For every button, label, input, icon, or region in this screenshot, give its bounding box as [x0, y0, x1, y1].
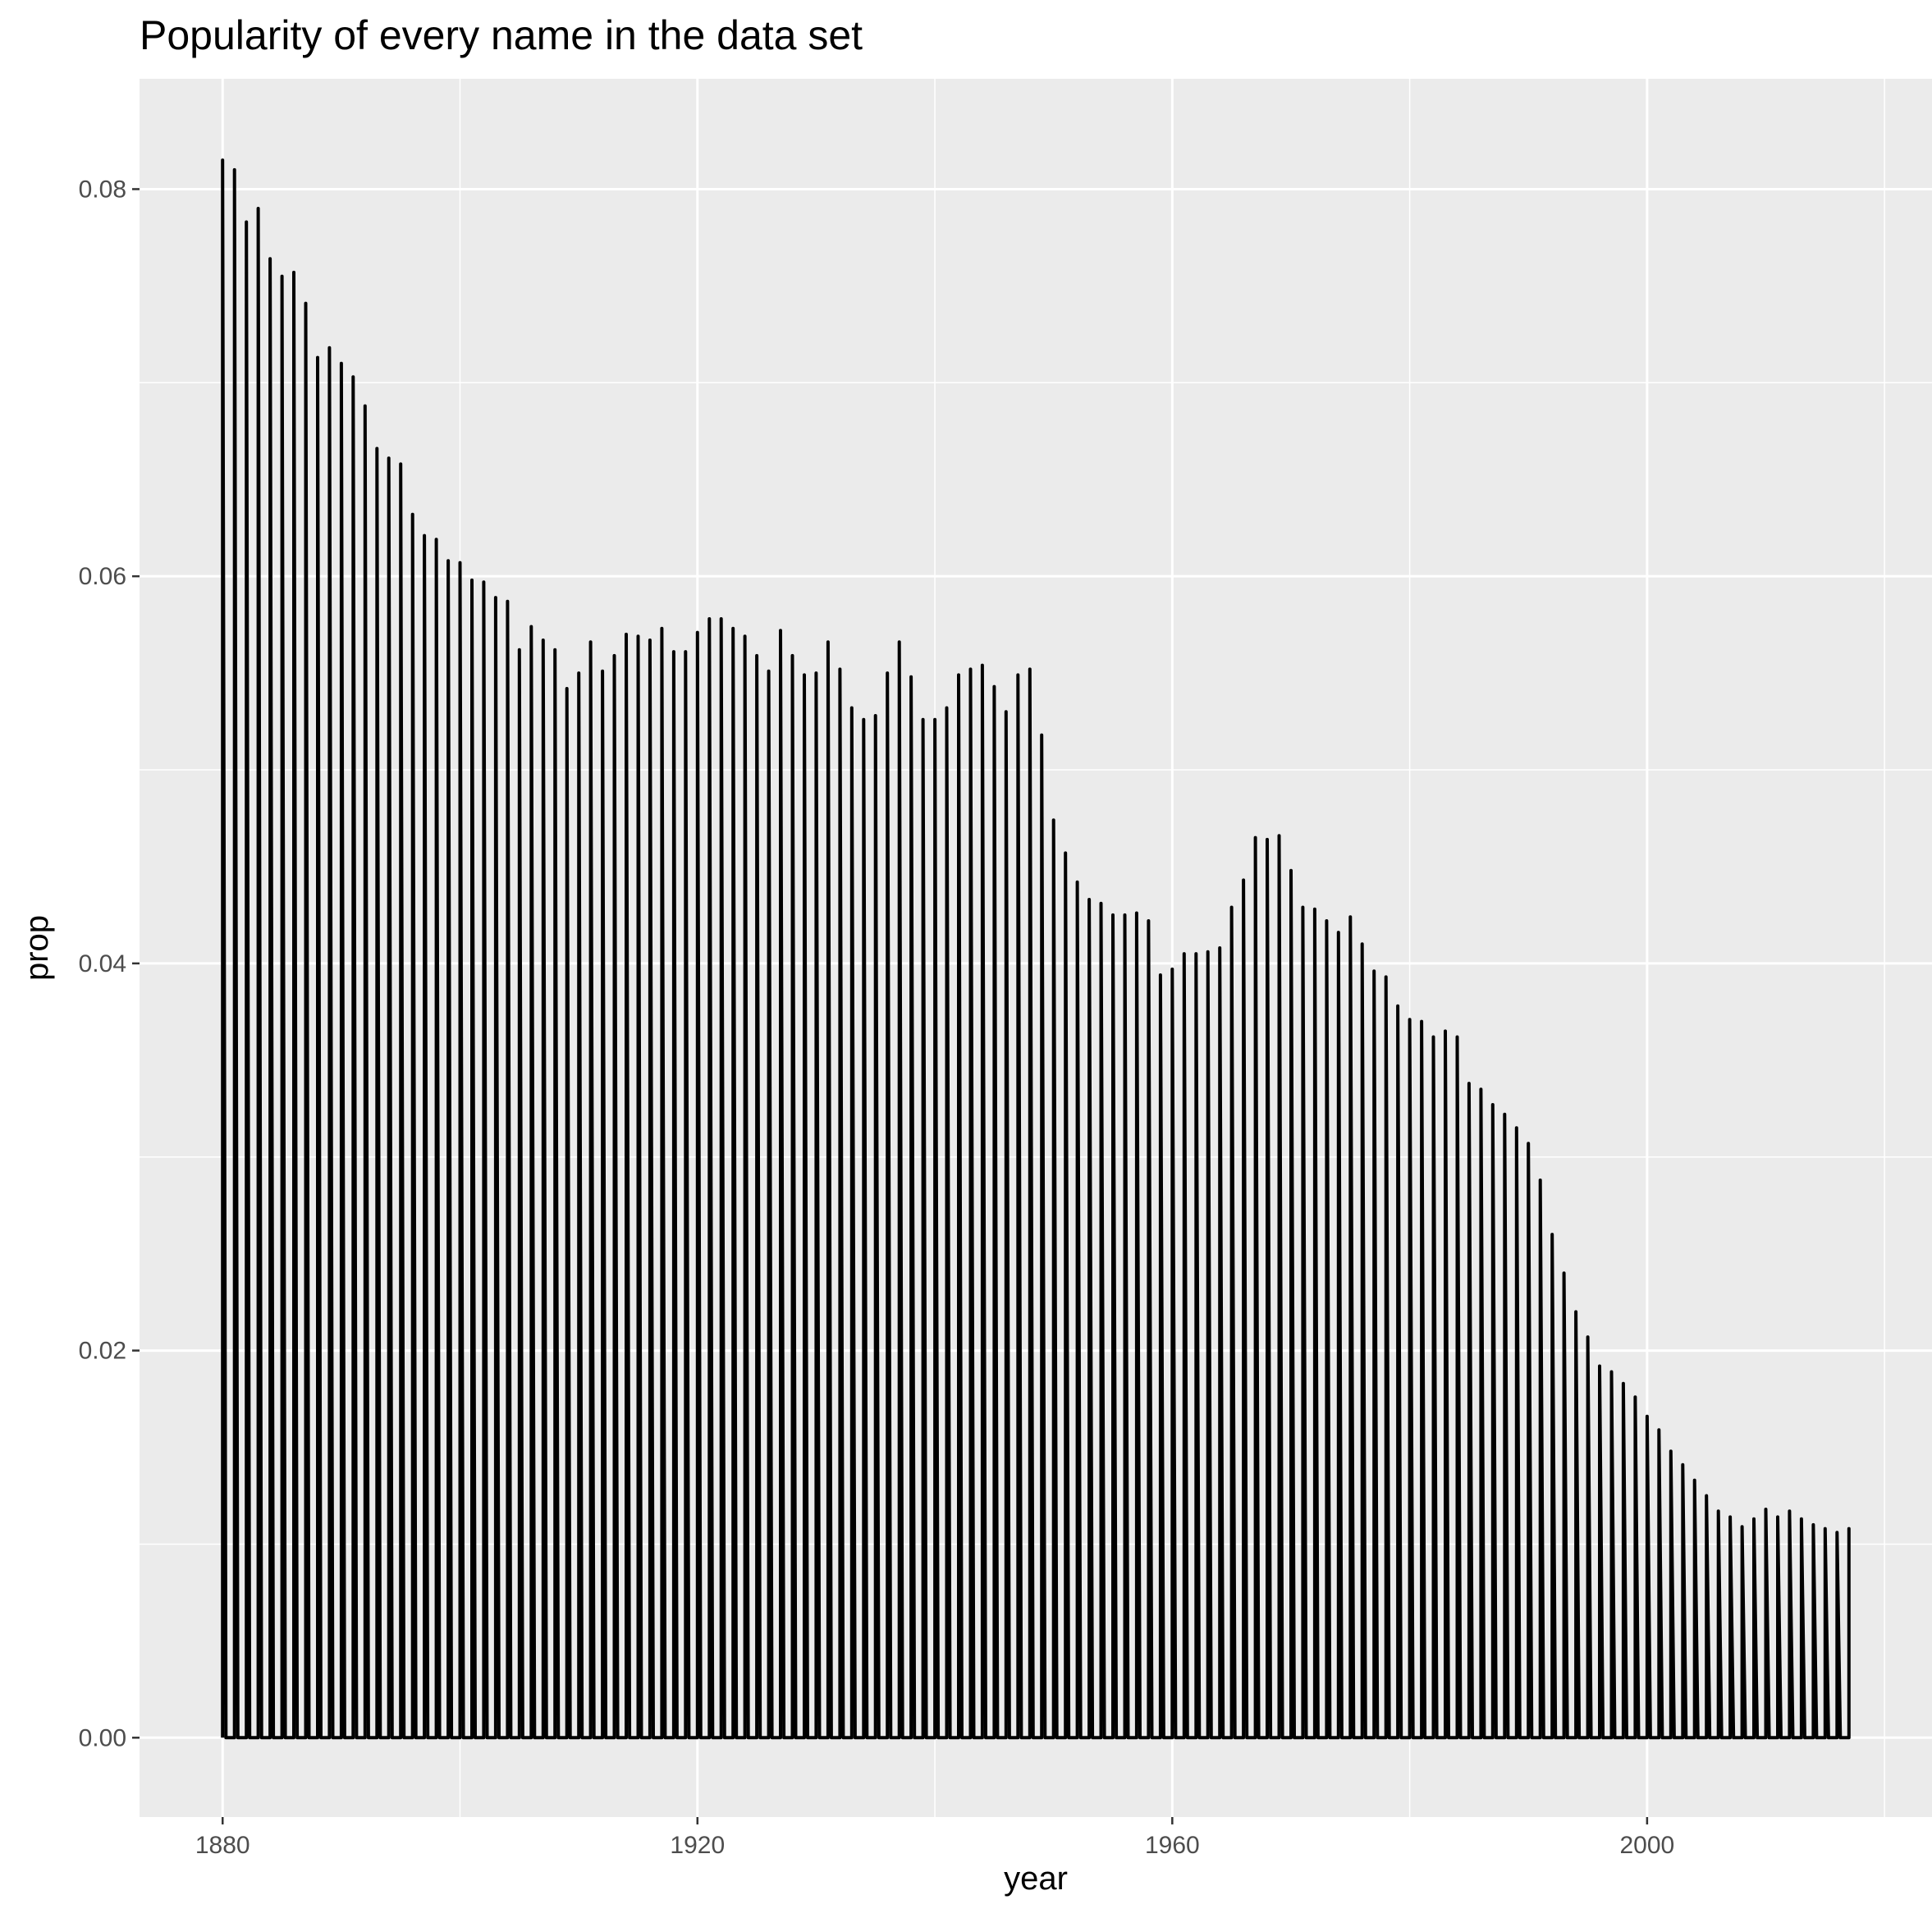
x-axis-title: year — [1004, 1861, 1068, 1897]
series-line-0 — [221, 158, 1851, 1740]
y-tick-label: 0.02 — [79, 1338, 126, 1365]
x-tick-label: 1920 — [670, 1832, 725, 1859]
x-tick-label: 1960 — [1145, 1832, 1200, 1859]
y-axis: 0.00 0.02 0.04 0.06 0.08 — [79, 176, 140, 1751]
y-axis-title: prop — [19, 915, 55, 981]
x-axis: 1880 1920 1960 2000 — [195, 1817, 1674, 1859]
x-tick-label: 2000 — [1619, 1832, 1674, 1859]
y-tick-label: 0.04 — [79, 950, 126, 977]
y-tick-label: 0.08 — [79, 176, 126, 203]
x-tick-label: 1880 — [195, 1832, 250, 1859]
y-tick-label: 0.00 — [79, 1724, 126, 1751]
data-series — [221, 158, 1851, 1740]
chart-title: Popularity of every name in the data set — [140, 12, 863, 58]
plot-panel — [140, 79, 1932, 1817]
y-tick-label: 0.06 — [79, 563, 126, 590]
